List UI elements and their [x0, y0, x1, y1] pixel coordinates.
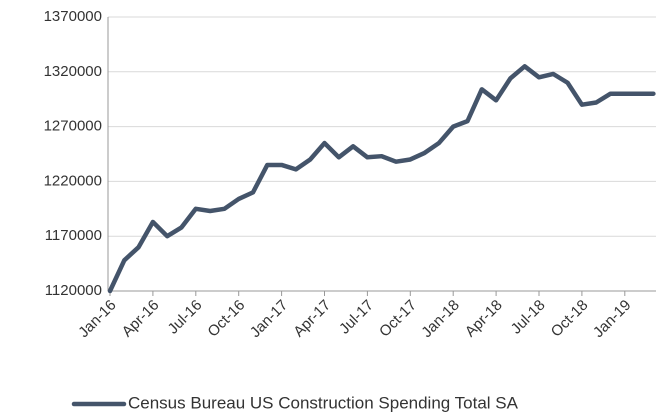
x-tick-label: Oct-18 — [548, 297, 592, 341]
x-tick-label: Jan-16 — [75, 297, 119, 341]
x-tick-label: Jul-17 — [336, 297, 377, 338]
x-tick-label: Jul-16 — [165, 297, 206, 338]
y-tick-label: 1220000 — [44, 172, 102, 189]
x-tick-label: Apr-16 — [119, 297, 163, 341]
data-line — [107, 64, 656, 294]
x-tick-label: Jan-19 — [590, 297, 634, 341]
y-tick-label: 1270000 — [44, 118, 102, 135]
y-tick-label: 1120000 — [45, 282, 102, 299]
y-tick-label: 1170000 — [45, 227, 102, 244]
y-tick-label: 1370000 — [44, 8, 102, 25]
x-tick-label: Jan-18 — [418, 297, 462, 341]
x-tick-label: Apr-17 — [290, 297, 334, 341]
x-tick-label: Oct-16 — [204, 297, 248, 341]
y-tick-label: 1320000 — [44, 63, 102, 80]
x-tick-label: Apr-18 — [462, 297, 506, 341]
x-tick-label: Oct-17 — [376, 297, 420, 341]
x-tick-label: Jul-18 — [508, 297, 549, 338]
x-tick-label: Jan-17 — [247, 297, 291, 341]
legend-label: Census Bureau US Construction Spending T… — [128, 393, 519, 412]
